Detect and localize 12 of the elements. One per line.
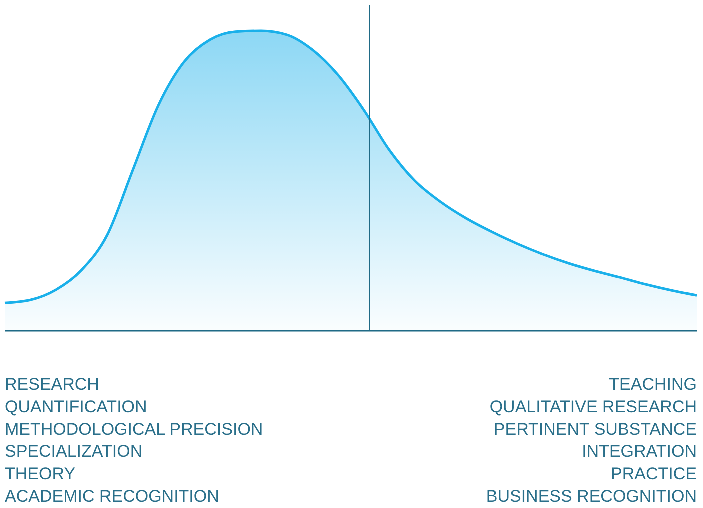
text: TEACHING bbox=[609, 375, 697, 394]
text: THEORY bbox=[5, 464, 76, 484]
text: METHODOLOGICAL PRECISION bbox=[5, 420, 264, 439]
text: QUANTIFICATION bbox=[5, 397, 148, 416]
text: SPECIALIZATION bbox=[5, 442, 143, 462]
text: QUALITATIVE RESEARCH bbox=[490, 397, 697, 416]
text: INTEGRATION bbox=[582, 442, 697, 462]
text: ACADEMIC RECOGNITION bbox=[5, 487, 220, 506]
text: PERTINENT SUBSTANCE bbox=[494, 420, 697, 439]
text: BUSINESS RECOGNITION bbox=[486, 487, 697, 506]
text: PRACTICE bbox=[611, 464, 697, 484]
text: RESEARCH bbox=[5, 375, 100, 394]
